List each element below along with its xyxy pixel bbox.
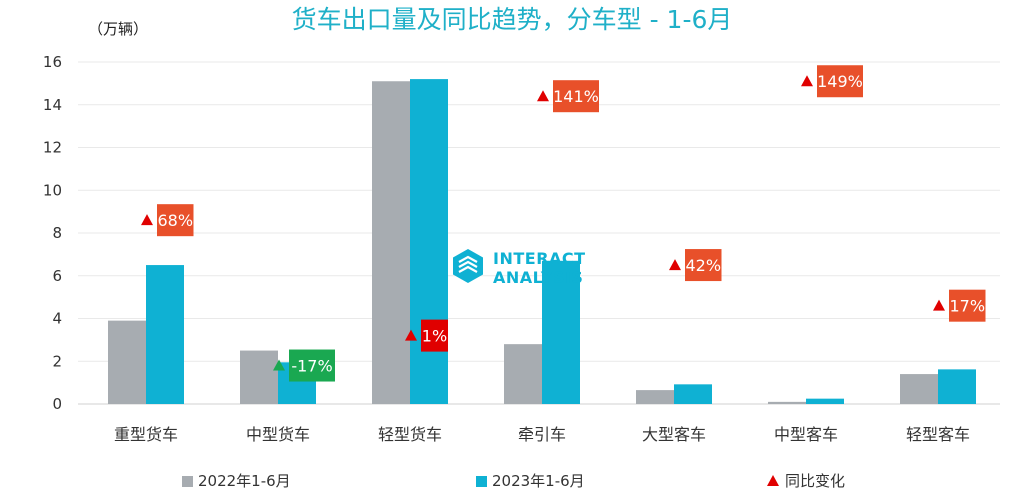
yoy-triangle-icon xyxy=(405,329,417,341)
yoy-label: 68% xyxy=(157,211,193,230)
category-label: 轻型客车 xyxy=(906,425,970,444)
chart-title: 货车出口量及同比趋势，分车型 - 1-6月 xyxy=(292,5,733,34)
legend-triangle-icon xyxy=(767,475,779,486)
y-tick-label: 2 xyxy=(52,352,62,370)
yoy-triangle-icon xyxy=(273,359,285,371)
bar-2022 xyxy=(108,320,146,404)
yoy-label: 42% xyxy=(685,256,721,275)
watermark-line-2: ANALYSIS xyxy=(493,268,583,287)
bar-2023 xyxy=(410,79,448,404)
y-tick-label: 0 xyxy=(52,395,62,413)
y-tick-label: 10 xyxy=(43,181,62,199)
category-label: 中型货车 xyxy=(246,425,310,444)
category-label: 轻型货车 xyxy=(378,425,442,444)
bar-2023 xyxy=(938,369,976,404)
bar-2023 xyxy=(806,398,844,404)
category-label: 牵引车 xyxy=(518,425,566,444)
yoy-triangle-icon xyxy=(141,214,153,226)
legend-swatch-2023 xyxy=(476,476,487,487)
yoy-label: 17% xyxy=(949,297,985,316)
y-tick-label: 4 xyxy=(52,310,62,328)
bar-2023 xyxy=(146,265,184,404)
yoy-label: -17% xyxy=(291,357,332,376)
legend: 2022年1-6月 2023年1-6月 同比变化 xyxy=(182,472,845,490)
category-label: 重型货车 xyxy=(114,425,178,444)
x-axis-labels: 重型货车 中型货车 轻型货车 牵引车 大型客车 中型客车 轻型客车 xyxy=(114,425,970,444)
yoy-badge xyxy=(949,289,986,322)
y-tick-label: 14 xyxy=(43,96,62,114)
legend-swatch-2022 xyxy=(182,476,193,487)
yoy-badge xyxy=(817,65,863,98)
y-tick-label: 12 xyxy=(43,139,62,157)
yoy-label: 141% xyxy=(553,87,599,106)
bar-2022 xyxy=(504,344,542,404)
bar-2023 xyxy=(674,384,712,404)
yoy-badge xyxy=(685,249,722,282)
yoy-labels: 68% -17% 1% 141% 42% 149% 17% xyxy=(141,65,986,382)
yoy-triangle-icon xyxy=(669,259,681,271)
category-label: 大型客车 xyxy=(642,425,706,444)
bar-2022 xyxy=(900,374,938,404)
bars xyxy=(108,79,976,405)
legend-label-yoy: 同比变化 xyxy=(785,472,845,490)
bar-2023 xyxy=(542,260,580,404)
gridlines xyxy=(78,61,1000,405)
yoy-triangle-icon xyxy=(933,299,945,311)
bar-2022 xyxy=(372,81,410,405)
yoy-triangle-icon xyxy=(537,90,549,102)
watermark: INTERACT ANALYSIS xyxy=(453,249,586,287)
legend-label-2022: 2022年1-6月 xyxy=(198,472,291,490)
y-tick-label: 6 xyxy=(52,267,62,285)
y-tick-label: 16 xyxy=(43,53,62,71)
bar-2022 xyxy=(240,350,278,404)
yoy-badge xyxy=(289,349,335,382)
y-unit-label: （万辆） xyxy=(88,20,148,38)
yoy-label: 149% xyxy=(817,72,863,91)
bar-2022 xyxy=(636,390,674,404)
y-axis-ticks: 0 2 4 6 8 10 12 14 16 xyxy=(43,53,62,413)
watermark-line-1: INTERACT xyxy=(493,249,586,268)
yoy-badge xyxy=(553,80,599,113)
y-tick-label: 8 xyxy=(52,224,62,242)
yoy-triangle-icon xyxy=(801,75,813,87)
legend-label-2023: 2023年1-6月 xyxy=(492,472,585,490)
category-label: 中型客车 xyxy=(774,425,838,444)
yoy-label: 1% xyxy=(422,327,447,346)
yoy-badge xyxy=(157,204,194,237)
bar-2022 xyxy=(768,401,806,404)
interact-analysis-logo-icon xyxy=(453,249,483,283)
yoy-badge xyxy=(421,319,448,352)
